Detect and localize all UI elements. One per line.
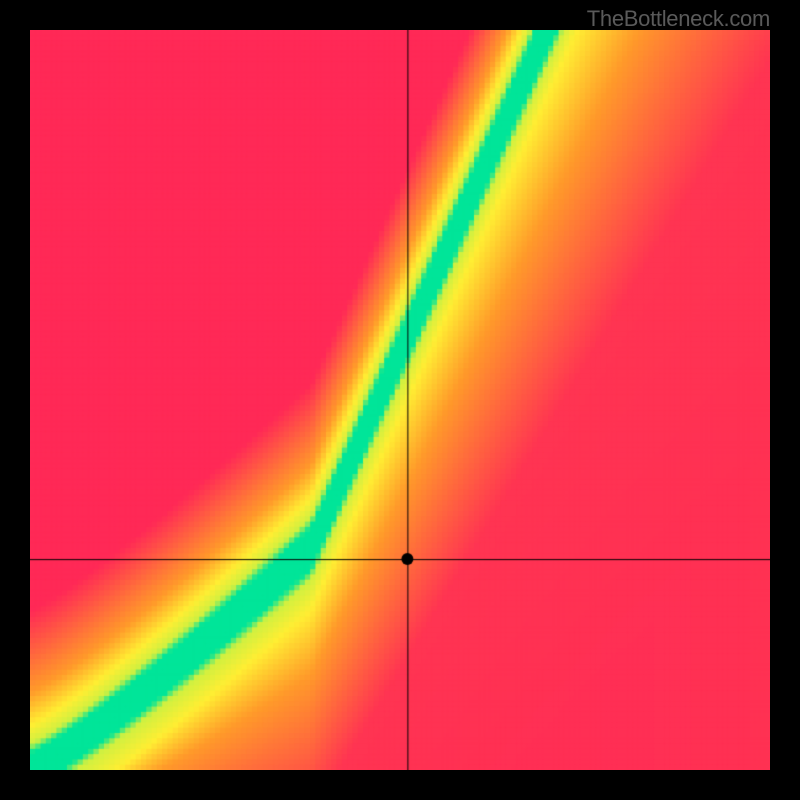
bottleneck-heatmap xyxy=(30,30,770,770)
chart-container: TheBottleneck.com xyxy=(0,0,800,800)
watermark-text: TheBottleneck.com xyxy=(587,6,770,32)
